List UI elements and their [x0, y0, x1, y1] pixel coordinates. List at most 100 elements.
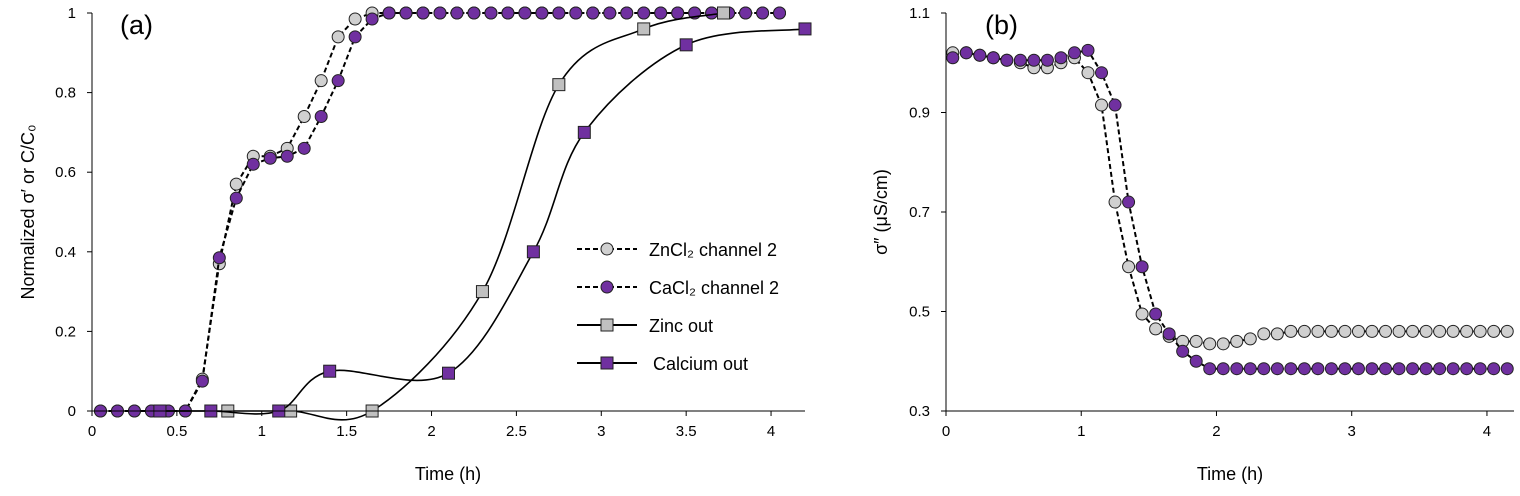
series-1-point — [603, 6, 617, 20]
series-0-point — [297, 109, 311, 123]
series-1-point — [535, 6, 549, 20]
panel-a-legend: ZnCl₂ channel 2 CaCl₂ channel 2 Zinc out… — [577, 240, 779, 374]
series-0-point — [1135, 307, 1149, 321]
series-1-point — [1257, 362, 1271, 376]
series-2-point — [552, 78, 566, 92]
panel-b-tick-labels: 0 1 2 3 4 0.3 0.5 0.7 0.9 1.1 — [909, 5, 1491, 440]
x-tick-label: 1 — [1077, 423, 1085, 440]
series-1-point — [739, 6, 753, 20]
series-1-point — [1365, 362, 1379, 376]
series-1-point — [416, 6, 430, 20]
series-0-line — [952, 51, 1508, 345]
series-1-point — [1000, 53, 1014, 67]
series-1-point — [1162, 327, 1176, 341]
series-1-point — [1108, 98, 1122, 112]
series-0-point — [1230, 334, 1244, 348]
series-0-point — [1203, 337, 1217, 351]
panel-b: 0 1 2 3 4 0.3 0.5 0.7 0.9 1.1 (b) Time (h) σ″ (μS… — [871, 5, 1514, 484]
y-tick-label: 0.6 — [55, 164, 76, 181]
legend-entry-cacl2: CaCl₂ channel 2 — [577, 278, 779, 298]
series-1-point — [773, 6, 787, 20]
series-0-point — [1446, 324, 1460, 338]
series-0-point — [1243, 332, 1257, 346]
series-1-point — [1189, 354, 1203, 368]
series-1-point — [1284, 362, 1298, 376]
series-3-point — [442, 366, 455, 380]
series-1-point — [1054, 51, 1068, 65]
series-1-point — [1460, 362, 1474, 376]
series-1-point — [1243, 362, 1257, 376]
series-1-point — [569, 6, 583, 20]
series-1-point — [484, 6, 498, 20]
y-tick-label: 0.2 — [55, 323, 76, 340]
series-1-point — [518, 6, 532, 20]
series-1-line — [952, 49, 1508, 370]
series-0-point — [1487, 324, 1501, 338]
series-1-point — [365, 12, 379, 26]
series-1-point — [1406, 362, 1420, 376]
series-0-point — [1189, 334, 1203, 348]
series-1-point — [705, 6, 719, 20]
series-1-point — [586, 6, 600, 20]
series-1-point — [756, 6, 770, 20]
series-1-point — [1446, 362, 1460, 376]
series-1-point — [450, 6, 464, 20]
x-tick-label: 2 — [1212, 423, 1220, 440]
series-1-point — [1040, 53, 1054, 67]
series-1-point — [297, 141, 311, 155]
series-0-point — [1122, 260, 1136, 274]
series-0-point — [1270, 327, 1284, 341]
series-1-point — [1081, 43, 1095, 57]
panel-b-x-axis-label: Time (h) — [1197, 464, 1263, 484]
x-tick-label: 1 — [258, 423, 266, 440]
panel-b-y-axis-label: σ″ (μS/cm) — [871, 169, 891, 255]
x-tick-label: 4 — [767, 423, 775, 440]
legend-label-calcium-out: Calcium out — [653, 354, 748, 374]
x-tick-label: 4 — [1483, 423, 1491, 440]
series-1-point — [229, 191, 243, 205]
series-1-point — [1176, 344, 1190, 358]
x-tick-label: 3.5 — [676, 423, 697, 440]
legend-entry-zncl2: ZnCl₂ channel 2 — [577, 240, 777, 260]
series-1-point — [1270, 362, 1284, 376]
series-0-point — [1419, 324, 1433, 338]
series-3-point — [323, 364, 337, 378]
x-tick-label: 1.5 — [336, 423, 357, 440]
x-tick-label: 0 — [942, 423, 950, 440]
series-2-point — [717, 6, 731, 20]
series-0-point — [1351, 324, 1365, 338]
panel-a: 0 0.5 1 1.5 2 2.5 3 3.5 4 0 0.2 0.4 0.6 0.8 1 (a) Time… — [18, 5, 812, 484]
series-1-point — [314, 109, 328, 123]
series-1-point — [382, 6, 396, 20]
series-1-point — [399, 6, 413, 20]
series-1-point — [1135, 260, 1149, 274]
series-1-point — [1338, 362, 1352, 376]
series-1-point — [1297, 362, 1311, 376]
series-1-point — [637, 6, 651, 20]
series-1-point — [467, 6, 481, 20]
series-1-point — [1095, 66, 1109, 80]
series-1-point — [959, 46, 973, 60]
panel-a-label: (a) — [120, 10, 153, 40]
series-0-point — [348, 12, 362, 26]
series-1-point — [501, 6, 515, 20]
series-1-point — [212, 251, 226, 265]
legend-label-cacl2: CaCl₂ channel 2 — [649, 278, 779, 298]
series-0-point — [1460, 324, 1474, 338]
series-2-point — [637, 22, 651, 36]
y-tick-label: 0.7 — [909, 204, 930, 221]
series-1-point — [263, 151, 277, 165]
panel-a-y-axis-label: Normalized σ′ or C/C₀ — [18, 125, 38, 300]
panel-b-label: (b) — [985, 10, 1018, 40]
series-1-point — [1392, 362, 1406, 376]
y-tick-label: 1 — [68, 5, 76, 22]
x-tick-label: 3 — [1348, 423, 1356, 440]
series-0-point — [1257, 327, 1271, 341]
series-1-point — [1351, 362, 1365, 376]
series-0-point — [1284, 324, 1298, 338]
series-3-point — [798, 22, 812, 36]
series-1-point — [1149, 307, 1163, 321]
series-0-point — [1379, 324, 1393, 338]
series-1-point — [348, 30, 362, 44]
series-3-point — [679, 38, 693, 52]
